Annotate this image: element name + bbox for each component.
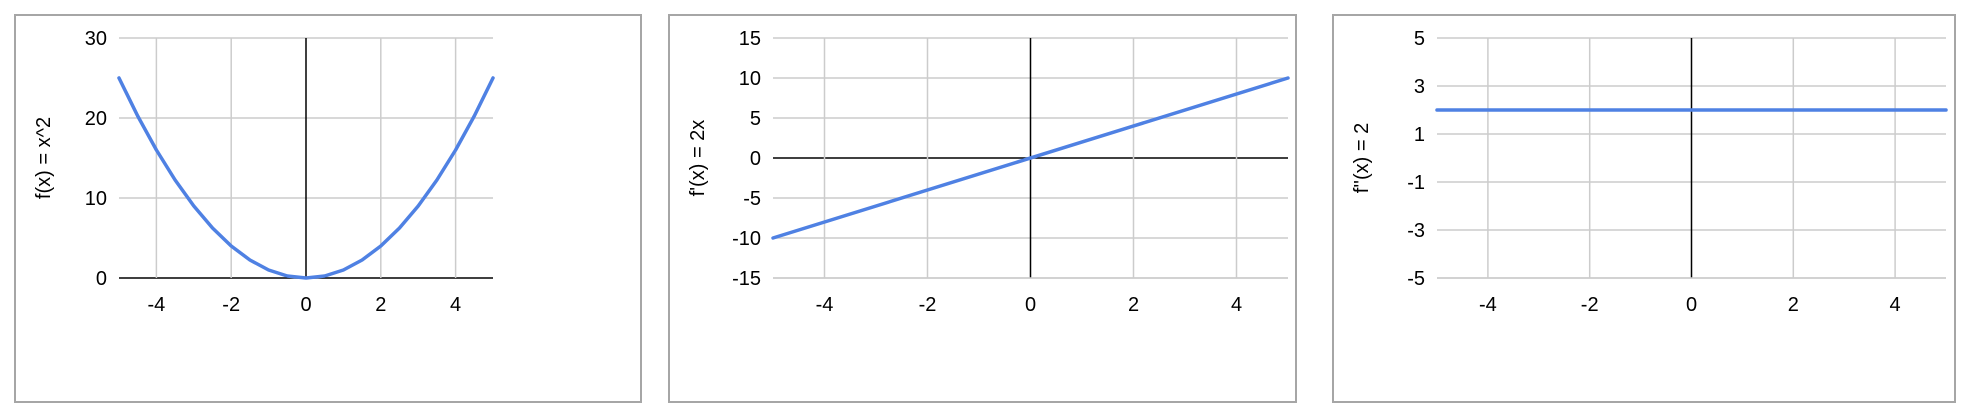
chart-fppx: -5 -3 -1 1 3 5 -4 -2 0 2 4 f''(x) = 2 [1351, 28, 1948, 316]
x-tick-label: -4 [148, 294, 166, 316]
y-tick-label: 10 [739, 68, 761, 90]
x-tick-label: 4 [1231, 294, 1242, 316]
y-tick-label: 1 [1414, 124, 1425, 146]
y-tick-label: 0 [96, 268, 107, 290]
x-tick-label: -4 [816, 294, 834, 316]
x-tick-label: -2 [919, 294, 937, 316]
x-tick-label: 4 [1890, 294, 1901, 316]
x-tick-label: 2 [375, 294, 386, 316]
y-axis-title: f'(x) = 2x [687, 120, 709, 197]
y-tick-label: 15 [739, 28, 761, 50]
y-tick-label: -5 [1407, 268, 1425, 290]
x-tick-label: 2 [1788, 294, 1799, 316]
y-tick-label: -15 [732, 268, 761, 290]
series-line [771, 76, 1290, 240]
x-tick-label: 0 [1686, 294, 1697, 316]
y-tick-label: 3 [1414, 76, 1425, 98]
y-axis-title: f(x) = x^2 [33, 117, 55, 199]
series-line [117, 76, 495, 280]
chart-fx: 0 10 20 30 -4 -2 0 2 4 f(x) = x^2 [33, 28, 495, 316]
y-tick-label: 30 [85, 28, 107, 50]
x-tick-label: -4 [1479, 294, 1497, 316]
y-tick-label: 0 [750, 148, 761, 170]
x-tick-label: 0 [300, 294, 311, 316]
y-tick-label: 5 [750, 108, 761, 130]
y-tick-label: -1 [1407, 172, 1425, 194]
chart-panel-fpx: -15 -10 -5 0 5 10 15 -4 -2 0 2 4 f'(x) = 2x [668, 14, 1297, 403]
chart-panel-fx: 0 10 20 30 -4 -2 0 2 4 f(x) = x^2 [14, 14, 642, 403]
y-tick-label: -3 [1407, 220, 1425, 242]
x-tick-label: 4 [450, 294, 461, 316]
y-tick-label: 5 [1414, 28, 1425, 50]
y-tick-label: 20 [85, 108, 107, 130]
chart-panel-fppx: -5 -3 -1 1 3 5 -4 -2 0 2 4 f''(x) = 2 [1332, 14, 1956, 403]
x-tick-label: 0 [1025, 294, 1036, 316]
y-axis-title: f''(x) = 2 [1351, 123, 1373, 193]
x-tick-label: -2 [222, 294, 240, 316]
y-tick-label: 10 [85, 188, 107, 210]
chart-fpx: -15 -10 -5 0 5 10 15 -4 -2 0 2 4 f'(x) = 2x [687, 28, 1290, 316]
y-tick-label: -10 [732, 228, 761, 250]
x-tick-label: -2 [1581, 294, 1599, 316]
y-tick-label: -5 [743, 188, 761, 210]
x-tick-label: 2 [1128, 294, 1139, 316]
